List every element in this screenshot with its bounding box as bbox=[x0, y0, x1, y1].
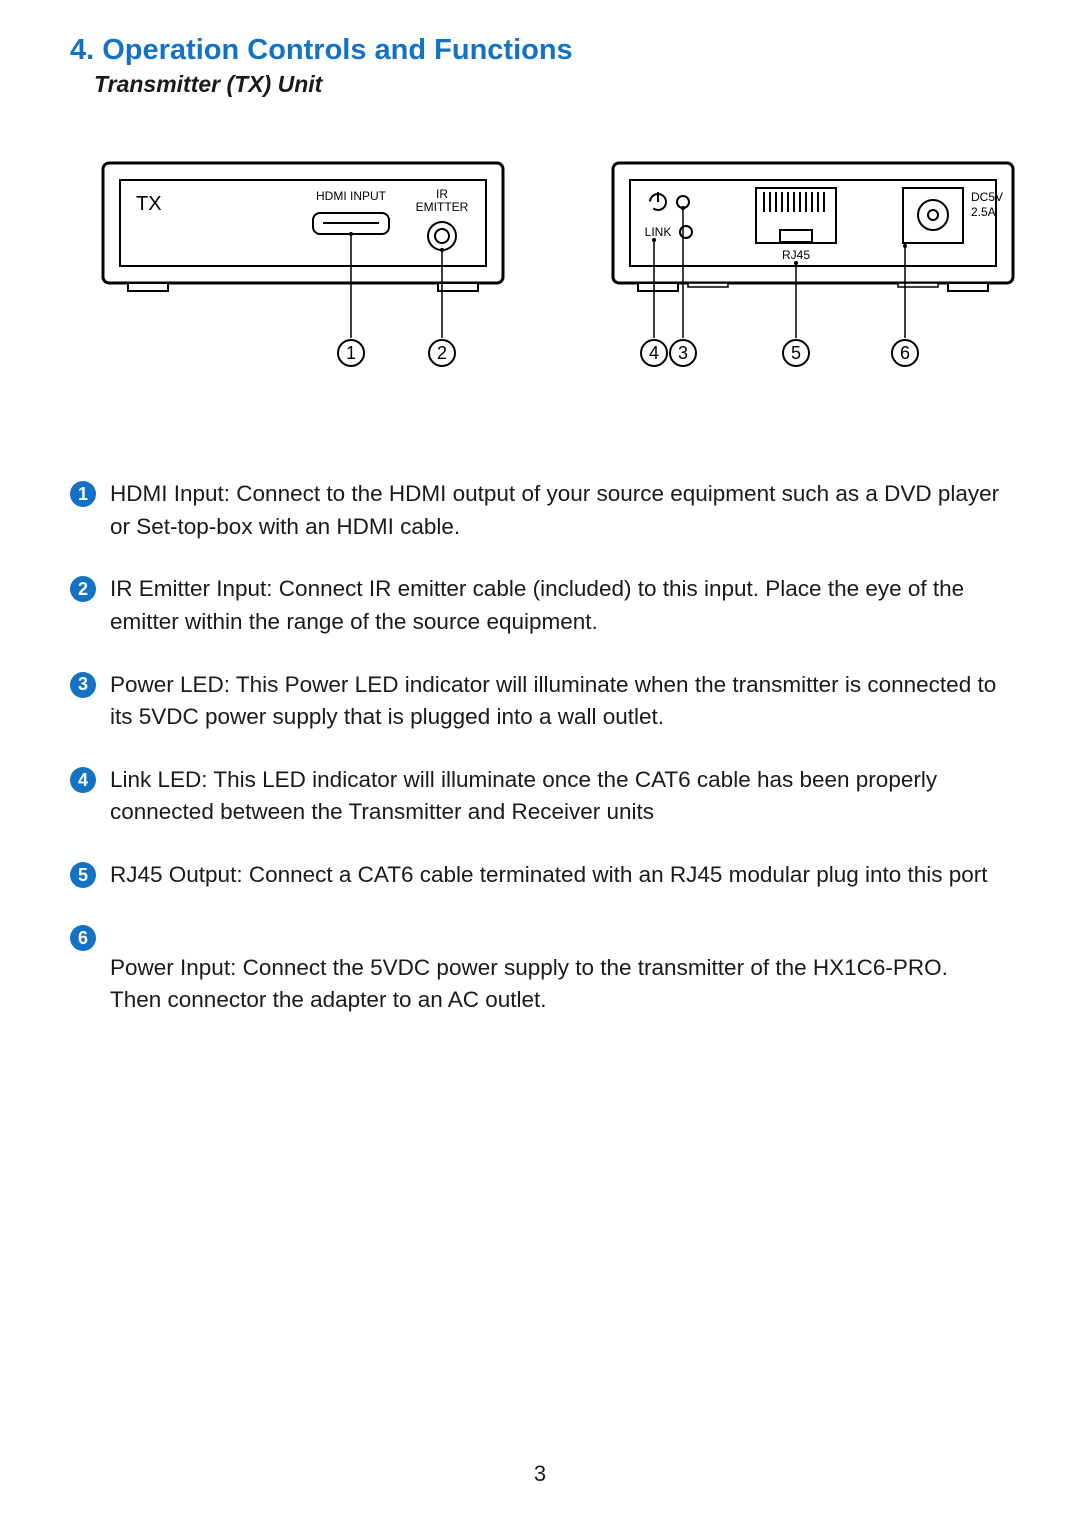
callout-item-1: 1 HDMI Input: Connect to the HDMI output… bbox=[70, 478, 1000, 543]
label-rj45: RJ45 bbox=[782, 248, 810, 262]
label-ir-1: IR bbox=[436, 187, 448, 201]
callout-badge: 4 bbox=[70, 767, 96, 793]
callout-badge: 3 bbox=[70, 672, 96, 698]
callout-text: RJ45 Output: Connect a CAT6 cable termin… bbox=[110, 859, 1000, 892]
callout-badge: 1 bbox=[70, 481, 96, 507]
callout-front-2: 2 bbox=[437, 343, 447, 363]
callout-text: Link LED: This LED indicator will illumi… bbox=[110, 764, 1000, 829]
callout-item-6: 6 Power Input: Connect the 5VDC power su… bbox=[70, 922, 1000, 1017]
label-tx: TX bbox=[136, 193, 162, 215]
callout-badge: 5 bbox=[70, 862, 96, 888]
label-ir-2: EMITTER bbox=[416, 200, 469, 214]
callout-text: IR Emitter Input: Connect IR emitter cab… bbox=[110, 573, 1000, 638]
callout-item-2: 2 IR Emitter Input: Connect IR emitter c… bbox=[70, 573, 1000, 638]
callout-item-3: 3 Power LED: This Power LED indicator wi… bbox=[70, 669, 1000, 734]
diagram-row: TX HDMI INPUT IR EMITTER 1 bbox=[98, 158, 1010, 388]
callout-badge: 6 bbox=[70, 925, 96, 951]
label-dc2: 2.5A bbox=[971, 205, 996, 219]
label-dc1: DC5V bbox=[971, 190, 1003, 204]
section-title: 4. Operation Controls and Functions bbox=[70, 34, 1010, 67]
callout-rear-5: 5 bbox=[791, 343, 801, 363]
callout-text: Power LED: This Power LED indicator will… bbox=[110, 669, 1000, 734]
label-hdmi-input: HDMI INPUT bbox=[316, 189, 387, 203]
callout-text: HDMI Input: Connect to the HDMI output o… bbox=[110, 478, 1000, 543]
callout-badge: 2 bbox=[70, 576, 96, 602]
page-number: 3 bbox=[0, 1461, 1080, 1487]
section-subtitle: Transmitter (TX) Unit bbox=[94, 71, 1010, 98]
callout-rear-6: 6 bbox=[900, 343, 910, 363]
diagram-front-view: TX HDMI INPUT IR EMITTER 1 bbox=[98, 158, 518, 388]
document-page: 4. Operation Controls and Functions Tran… bbox=[0, 0, 1080, 1527]
label-link: LINK bbox=[645, 225, 672, 239]
callout-text: Power Input: Connect the 5VDC power supp… bbox=[110, 952, 1000, 1017]
callout-item-5: 5 RJ45 Output: Connect a CAT6 cable term… bbox=[70, 859, 1000, 892]
callout-rear-4: 4 bbox=[649, 343, 659, 363]
callout-rear-3: 3 bbox=[678, 343, 688, 363]
callout-item-4: 4 Link LED: This LED indicator will illu… bbox=[70, 764, 1000, 829]
callout-list: 1 HDMI Input: Connect to the HDMI output… bbox=[70, 478, 1000, 1017]
callout-front-1: 1 bbox=[346, 343, 356, 363]
diagram-rear-view: LINK RJ45 DC5V bbox=[608, 158, 1038, 388]
